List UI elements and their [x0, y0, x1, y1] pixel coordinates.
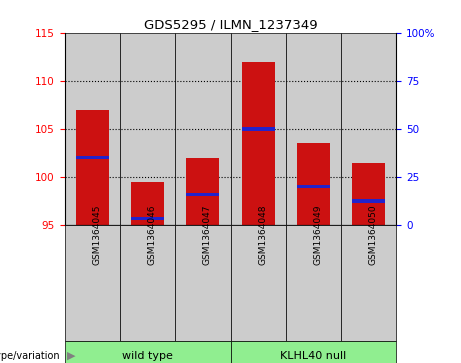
- Bar: [186, 193, 219, 196]
- Bar: [242, 61, 275, 225]
- Text: wild type: wild type: [122, 351, 173, 361]
- Text: GSM1364045: GSM1364045: [92, 204, 101, 265]
- Bar: [297, 185, 330, 188]
- Bar: [352, 199, 385, 203]
- Bar: [76, 156, 109, 159]
- Bar: [65, 341, 230, 363]
- Bar: [341, 33, 396, 225]
- Bar: [131, 182, 164, 225]
- Text: KLHL40 null: KLHL40 null: [280, 351, 347, 361]
- Bar: [230, 341, 396, 363]
- Text: genotype/variation: genotype/variation: [0, 351, 60, 361]
- Bar: [65, 33, 120, 225]
- Text: ▶: ▶: [67, 351, 75, 361]
- Bar: [186, 158, 219, 225]
- Bar: [286, 33, 341, 225]
- Bar: [341, 225, 396, 341]
- Text: GSM1364046: GSM1364046: [148, 204, 157, 265]
- Bar: [120, 33, 175, 225]
- Bar: [286, 225, 341, 341]
- Bar: [131, 217, 164, 220]
- Bar: [175, 33, 230, 225]
- Bar: [297, 143, 330, 225]
- Bar: [65, 225, 120, 341]
- Bar: [352, 163, 385, 225]
- Text: GSM1364048: GSM1364048: [258, 204, 267, 265]
- Bar: [230, 225, 286, 341]
- Text: GSM1364050: GSM1364050: [369, 204, 378, 265]
- Bar: [230, 33, 286, 225]
- Title: GDS5295 / ILMN_1237349: GDS5295 / ILMN_1237349: [144, 19, 317, 32]
- Bar: [175, 225, 230, 341]
- Bar: [76, 110, 109, 225]
- Text: GSM1364047: GSM1364047: [203, 204, 212, 265]
- Bar: [242, 127, 275, 131]
- Text: GSM1364049: GSM1364049: [313, 204, 323, 265]
- Bar: [120, 225, 175, 341]
